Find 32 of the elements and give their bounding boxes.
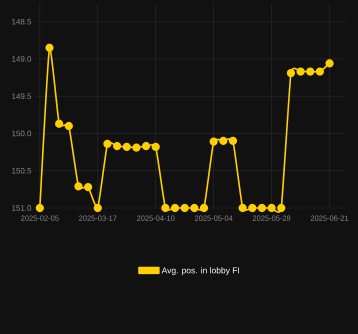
point [74,182,83,190]
point [268,204,276,212]
point [180,204,189,212]
point [248,204,256,212]
point [190,204,198,212]
point [219,136,228,146]
point [277,204,286,212]
point [84,183,92,192]
point [258,204,266,212]
point [170,204,180,212]
point [325,59,334,68]
point [228,136,238,146]
point [64,122,73,130]
point [286,68,296,78]
point [200,204,208,212]
point [45,44,54,52]
point [103,140,112,148]
point [238,204,247,212]
point [132,144,141,152]
point [152,142,160,151]
point [142,142,150,150]
legend-label: Avg. pos. in lobby FI [162,267,240,276]
point [94,204,102,212]
point [55,120,64,128]
point [296,67,305,76]
point [161,204,170,212]
point [122,142,131,151]
point [306,67,314,76]
point [316,67,324,76]
point [112,142,122,150]
point [36,204,44,212]
point [210,138,218,146]
